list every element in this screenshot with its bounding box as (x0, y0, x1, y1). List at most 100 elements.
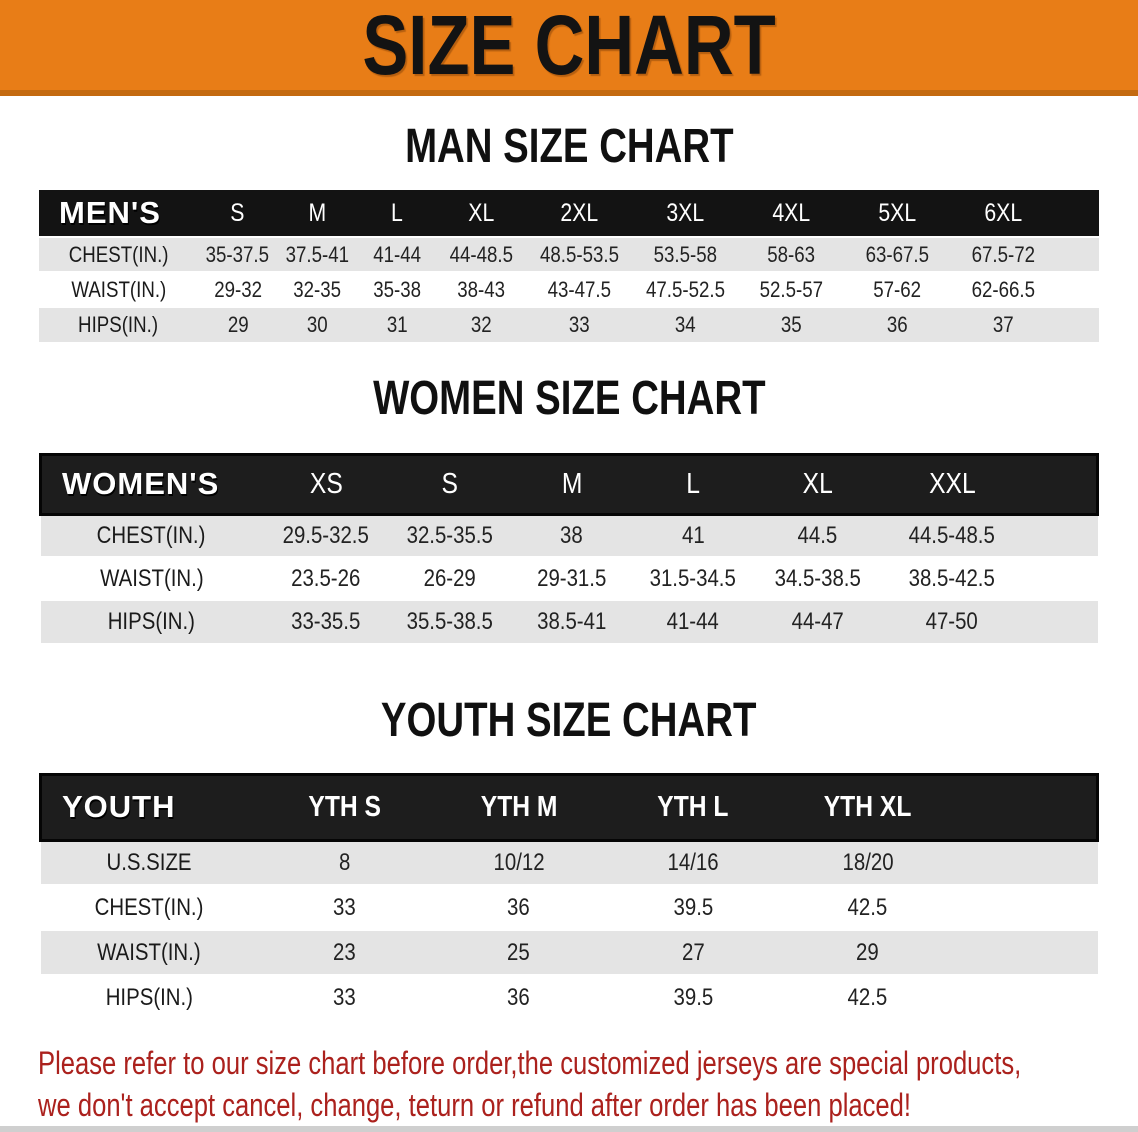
spacer-cell (955, 885, 1098, 930)
measurement-cell: 37.5-41 (278, 237, 358, 272)
size-column-header: XL (753, 452, 881, 516)
measurement-cell: 10/12 (432, 840, 606, 885)
measurement-cell: 23.5-26 (262, 557, 389, 600)
measurement-value: 27 (681, 938, 705, 966)
measurement-value: 57-62 (873, 276, 922, 302)
size-column-label: XL (468, 198, 495, 227)
measurement-value: 38.5-42.5 (908, 564, 996, 592)
youth-section-heading: YOUTH SIZE CHART (0, 695, 1138, 746)
row-label-cell: CHEST(IN.) (41, 885, 258, 930)
size-column-label: 4XL (772, 198, 811, 227)
spacer-cell (1023, 557, 1097, 600)
measurement-cell: 29 (780, 930, 954, 975)
measurement-value: 29 (856, 938, 879, 966)
size-column-label: YTH M (480, 790, 558, 823)
measurement-value: 34.5-38.5 (774, 564, 861, 592)
spacer-cell (1023, 514, 1097, 557)
size-column-label: L (390, 198, 403, 227)
measurement-value: 62-66.5 (971, 276, 1036, 302)
row-label-cell: U.S.SIZE (41, 840, 258, 885)
measurement-value: 25 (507, 938, 531, 966)
measurement-value: 41 (681, 522, 705, 550)
women-section-heading-text: WOMEN SIZE CHART (372, 372, 766, 426)
measurement-cell: 53.5-58 (633, 237, 739, 272)
group-label-cell: WOMEN'S (39, 452, 263, 516)
measurement-cell: 48.5-53.5 (527, 237, 633, 272)
measurement-cell: 27 (606, 930, 780, 975)
size-column-header: L (357, 190, 437, 238)
measurement-cell: 58-63 (739, 237, 845, 272)
measurement-value: 36 (887, 312, 908, 338)
spacer-cell (1057, 307, 1099, 342)
measurement-value: 53.5-58 (653, 241, 718, 267)
measurement-cell: 31.5-34.5 (632, 557, 754, 600)
measurement-value: 67.5-72 (971, 241, 1036, 267)
row-label-cell: WAIST(IN.) (41, 557, 263, 600)
size-column-header: 3XL (632, 190, 739, 238)
measurement-cell: 35-37.5 (198, 237, 278, 272)
size-column-header: XL (436, 190, 527, 238)
measurement-cell: 38 (511, 514, 633, 557)
man-section-heading: MAN SIZE CHART (0, 120, 1138, 173)
size-column-label: XS (309, 467, 343, 500)
man-section-heading-text: MAN SIZE CHART (404, 120, 734, 173)
measurement-value: 63-67.5 (865, 241, 930, 267)
size-header-row: WOMEN'S XS S M L XL XXL (39, 452, 1100, 516)
measurement-value: 42.5 (847, 984, 888, 1012)
row-label-cell: HIPS(IN.) (39, 307, 198, 342)
size-column-header: M (510, 452, 633, 516)
row-label-cell: CHEST(IN.) (39, 237, 198, 272)
measurement-value: 23.5-26 (291, 564, 361, 592)
measurement-value: 37.5-41 (285, 241, 349, 267)
group-label-cell: YOUTH (39, 772, 258, 842)
measurement-cell: 52.5-57 (739, 272, 845, 307)
size-column-label: S (441, 467, 459, 500)
row-label-text: WAIST(IN.) (99, 564, 204, 592)
group-label-cell: MEN'S (39, 190, 198, 238)
spacer-cell (1023, 600, 1097, 643)
measurement-cell: 34 (633, 307, 739, 342)
measurement-value: 8 (338, 848, 351, 876)
measurement-cell: 47.5-52.5 (633, 272, 739, 307)
row-label-cell: HIPS(IN.) (41, 600, 263, 643)
size-column-header: YTH S (257, 772, 432, 842)
disclaimer-line-1: Please refer to our size chart before or… (38, 1045, 1022, 1082)
measurement-cell: 39.5 (606, 975, 780, 1020)
measurement-value: 39.5 (673, 893, 714, 921)
measurement-row: WAIST(IN.) 23 25 27 29 (40, 930, 1098, 976)
banner: SIZE CHART (0, 0, 1138, 96)
measurement-value: 37 (993, 312, 1014, 338)
measurement-value: 35 (781, 312, 802, 338)
measurement-cell: 8 (257, 840, 431, 885)
measurement-value: 41-44 (667, 608, 720, 636)
measurement-cell: 44-47 (754, 600, 881, 643)
measurement-value: 33 (333, 984, 356, 1012)
row-label-cell: WAIST(IN.) (39, 272, 198, 307)
measurement-value: 47-50 (926, 608, 979, 636)
measurement-value: 58-63 (767, 241, 816, 267)
measurement-value: 33-35.5 (291, 608, 361, 636)
measurement-cell: 36 (845, 307, 951, 342)
measurement-cell: 18/20 (780, 840, 954, 885)
measurement-cell: 41-44 (357, 237, 437, 272)
size-column-label: 2XL (560, 198, 599, 227)
size-column-label: M (308, 198, 327, 227)
measurement-row: HIPS(IN.) 29 30 31 32 33 34 35 36 37 (39, 307, 1099, 343)
measurement-value: 35-38 (372, 276, 421, 302)
men-size-table: MEN'S S M L XL 2XL 3XL 4XL 5XL 6XL CHEST(IN.) 35-… (39, 190, 1099, 343)
measurement-value: 44.5-48.5 (908, 522, 996, 550)
measurement-cell: 35.5-38.5 (389, 600, 511, 643)
youth-size-section: YOUTH SIZE CHART YOUTH YTH S YTH M YTH L YT… (0, 695, 1138, 1021)
measurement-cell: 38.5-41 (511, 600, 633, 643)
size-column-header: XS (262, 452, 390, 516)
measurement-value: 35-37.5 (206, 241, 270, 267)
size-column-label: S (230, 198, 245, 227)
measurement-cell: 14/16 (606, 840, 780, 885)
size-column-header: 2XL (526, 190, 633, 238)
bottom-strip (0, 1126, 1138, 1132)
measurement-cell: 33 (257, 975, 431, 1020)
group-label-text: MEN'S (59, 195, 161, 231)
measurement-row: CHEST(IN.) 29.5-32.5 32.5-35.5 38 41 44.5 44.5… (40, 514, 1098, 558)
measurement-cell: 32.5-35.5 (389, 514, 511, 557)
